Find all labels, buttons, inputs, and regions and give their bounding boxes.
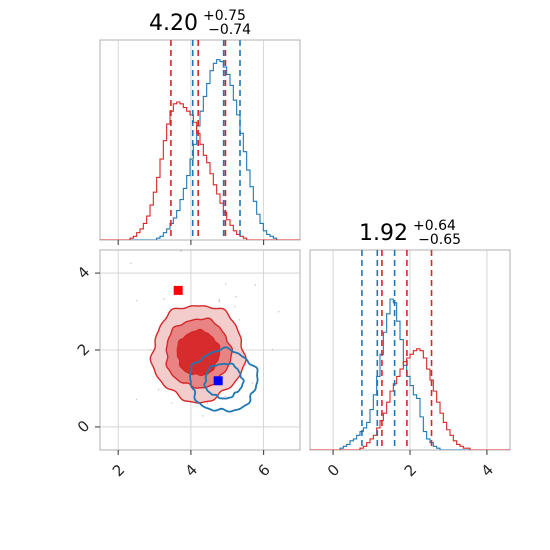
tick-label-x: 2 (109, 461, 128, 480)
scatter-point (235, 295, 237, 298)
title-param1-lower: −0.74 (208, 22, 251, 38)
title-param1-upper: +0.75 (203, 8, 246, 24)
hist-red-param2 (310, 348, 510, 450)
scatter-point (277, 310, 280, 313)
scatter-point (129, 262, 132, 265)
scatter-point (233, 305, 236, 308)
scatter-point (135, 299, 138, 302)
scatter-point (254, 284, 257, 286)
scatter-point (149, 349, 152, 351)
scatter-point (218, 299, 221, 301)
hist-blue-param1 (100, 59, 300, 240)
tick-label-y: 0 (74, 417, 93, 436)
scatter-point (238, 318, 241, 321)
title-param2-lower: −0.65 (418, 232, 461, 248)
title-param2: 1.92 +0.64 −0.65 (359, 215, 461, 248)
title-param2-value: 1.92 (359, 221, 408, 246)
panel-param1-grid (117, 40, 265, 240)
tick-label-x: 6 (254, 461, 273, 480)
tick-label-x: 0 (324, 461, 343, 480)
scatter-point (206, 402, 209, 404)
contour-blue (189, 346, 259, 413)
scatter-point (157, 388, 160, 391)
scatter-point (251, 382, 254, 384)
panel-joint-2d: 2 4 6 0 2 4 (74, 249, 301, 480)
panel-param2-histogram: 0 2 4 1.92 +0.64 −0.65 (309, 215, 511, 480)
panel-param2-quantile-lines (361, 250, 433, 450)
scatter-point (218, 300, 221, 302)
tick-label-x: 2 (401, 461, 420, 480)
scatter-point (224, 283, 227, 285)
tick-label-x: 4 (478, 461, 497, 480)
scatter-point (135, 398, 138, 401)
tick-label-y: 4 (74, 263, 93, 282)
title-param2-upper: +0.64 (413, 218, 456, 234)
title-param1-value: 4.20 (149, 11, 198, 36)
panel-joint-markers (173, 285, 223, 386)
tick-label-y: 2 (74, 340, 93, 359)
scatter-point (170, 402, 173, 404)
panel-param1-quantile-lines (170, 40, 241, 240)
title-param1: 4.20 +0.75 −0.74 (149, 5, 251, 38)
panel-param2-hist-lines (310, 298, 510, 450)
scatter-point (180, 250, 182, 253)
tick-label-x: 4 (182, 461, 201, 480)
contour-blue (203, 362, 245, 400)
scatter-point (202, 415, 204, 417)
marker-blue (213, 376, 223, 386)
panel-param2-ticks: 0 2 4 (324, 450, 497, 480)
panel-param2-grid (332, 250, 488, 450)
scatter-point (224, 395, 227, 398)
scatter-point (163, 298, 165, 300)
hist-blue-param2 (310, 298, 510, 450)
panel-param1-histogram: 4.20 +0.75 −0.74 (99, 5, 301, 245)
scatter-point (271, 348, 274, 351)
contour-red (176, 328, 221, 377)
marker-red (173, 285, 183, 295)
panel-param1-ticks (117, 240, 265, 245)
